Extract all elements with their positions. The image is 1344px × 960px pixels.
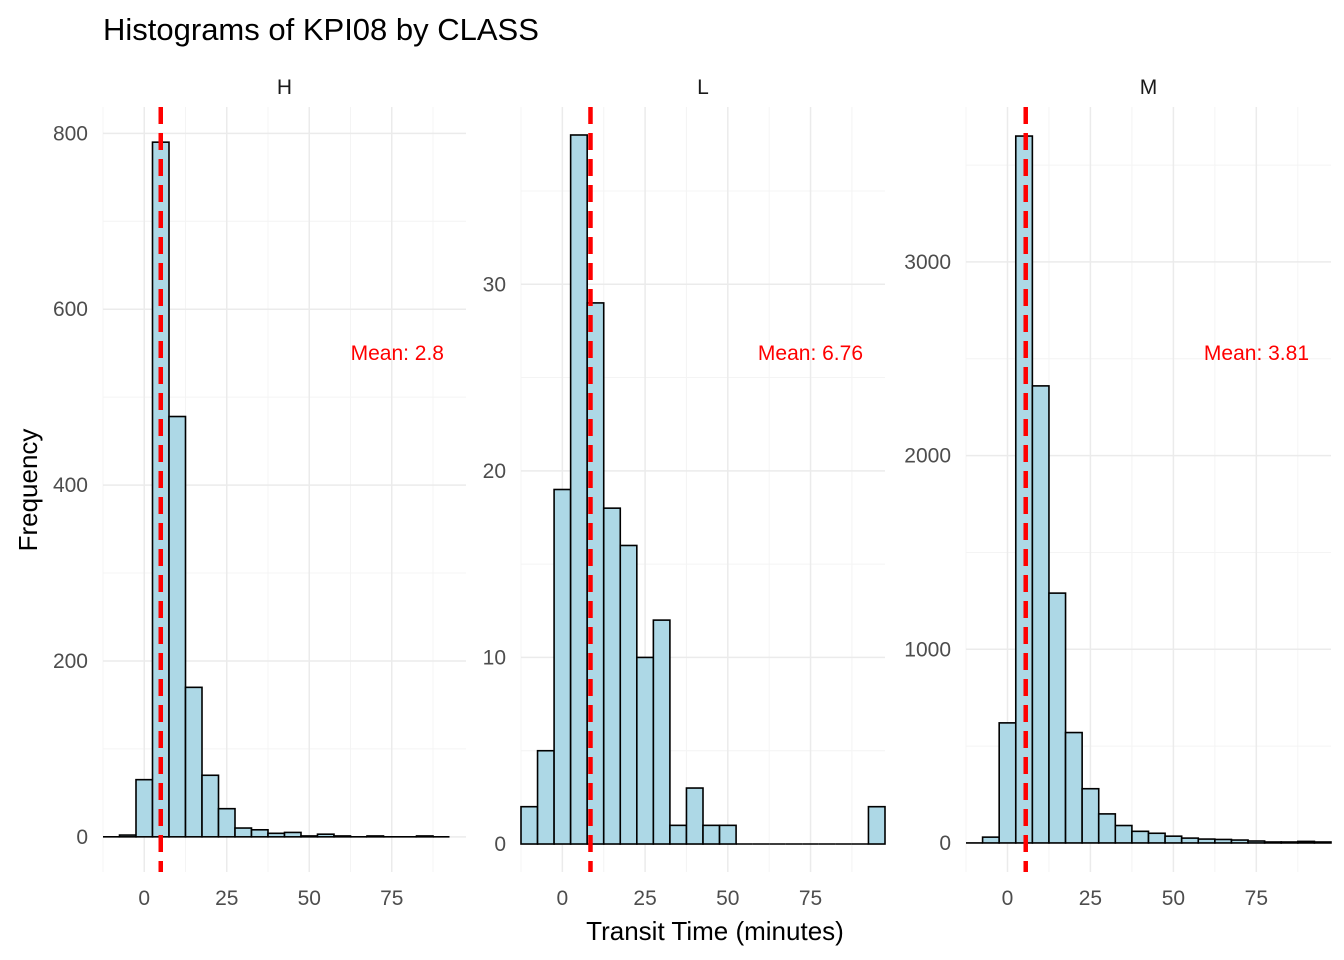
histogram-bar (619, 544, 638, 845)
x-tick-label: 75 (380, 887, 403, 910)
y-tick-label: 1000 (904, 638, 951, 661)
histogram-bar (718, 824, 737, 845)
mean-label: Mean: 6.76 (758, 342, 863, 365)
x-tick-label: 25 (215, 887, 238, 910)
histogram-bar (1031, 385, 1050, 844)
y-tick-label: 400 (53, 474, 88, 497)
histogram-bar (1097, 813, 1117, 844)
x-tick-label: 50 (716, 887, 739, 910)
histogram-bar (267, 832, 286, 838)
x-tick-label: 0 (138, 887, 150, 910)
histogram-bar (1313, 841, 1332, 844)
histogram-bar (1280, 841, 1299, 844)
x-tick-label: 50 (298, 887, 321, 910)
histogram-bar (184, 686, 203, 838)
histogram-bar (1180, 837, 1200, 844)
histogram-bar (1247, 840, 1266, 844)
y-tick-label: 0 (76, 826, 88, 849)
histogram-bar (283, 831, 302, 838)
histogram-bar (1081, 787, 1100, 844)
histogram-bar (553, 488, 572, 845)
x-axis-title: Transit Time (minutes) (586, 916, 844, 946)
histogram-bar (569, 134, 588, 845)
histogram-bar (168, 415, 187, 838)
histogram-bar (685, 787, 704, 845)
histogram-bar (602, 507, 622, 845)
histogram-bar (135, 778, 154, 838)
y-axis-title: Frequency (13, 429, 43, 552)
facet-strip-label: L (697, 76, 709, 99)
histogram-bar (1263, 841, 1283, 844)
y-tick-label: 600 (53, 298, 88, 321)
histogram-bar (998, 722, 1017, 844)
y-tick-label: 2000 (904, 445, 951, 468)
histogram-bar (234, 827, 253, 838)
y-tick-label: 10 (483, 646, 506, 669)
histogram-bar (333, 835, 352, 838)
histogram-bar (536, 749, 555, 845)
histogram-bar (1297, 840, 1316, 844)
histogram-bar (1064, 731, 1083, 844)
chart-title: Histograms of KPI08 by CLASS (103, 12, 539, 47)
facet-panel-H: H Mean: 2.8 0 200 400 600 800 0 25 50 75 (53, 76, 466, 910)
x-tick-label: 0 (1002, 887, 1014, 910)
y-tick-label: 0 (939, 832, 951, 855)
y-tick-label: 20 (483, 460, 506, 483)
histogram-bar (1164, 835, 1183, 844)
x-tick-label: 25 (633, 887, 656, 910)
x-tick-label: 25 (1079, 887, 1102, 910)
facet-strip-label: M (1140, 76, 1158, 99)
histogram-bar (867, 805, 886, 845)
histogram-bar (217, 807, 236, 838)
histogram-bar (702, 824, 721, 845)
histogram-bar (250, 828, 269, 838)
histogram-bar (366, 835, 385, 838)
x-tick-label: 0 (557, 887, 569, 910)
mean-label: Mean: 2.8 (351, 342, 444, 365)
histogram-bar (981, 836, 1000, 844)
histogram-bar (1131, 830, 1150, 844)
histogram-bar (669, 824, 688, 845)
facet-strip-label: H (277, 76, 292, 99)
histogram-bar (201, 774, 220, 838)
histogram-bar (1197, 838, 1216, 844)
y-tick-label: 3000 (904, 251, 951, 274)
histogram-bar (520, 805, 539, 845)
y-tick-label: 0 (494, 833, 506, 856)
mean-label: Mean: 3.81 (1204, 342, 1309, 365)
y-tick-label: 200 (53, 650, 88, 673)
histogram-bar (415, 835, 434, 838)
y-tick-label: 30 (483, 273, 506, 296)
histogram-bar (300, 835, 319, 838)
histogram-bar (1048, 592, 1067, 844)
x-tick-label: 75 (799, 887, 822, 910)
y-tick-label: 800 (53, 122, 88, 145)
histogram-bar (118, 834, 137, 838)
histogram-bar (1214, 838, 1233, 844)
histogram-bar (316, 833, 335, 838)
histogram-bar (1230, 839, 1249, 844)
x-tick-label: 50 (1162, 887, 1185, 910)
histogram-bar (652, 619, 671, 845)
histogram-bar (636, 656, 655, 845)
facet-panel-L: L Mean: 6.76 0 10 20 30 0 25 50 75 (483, 76, 886, 910)
facet-panel-M: M Mean: 3.81 0 1000 2000 3000 0 25 50 75 (904, 76, 1332, 910)
histogram-bar (1147, 832, 1166, 844)
x-tick-label: 75 (1245, 887, 1268, 910)
histogram-bar (1114, 824, 1133, 844)
